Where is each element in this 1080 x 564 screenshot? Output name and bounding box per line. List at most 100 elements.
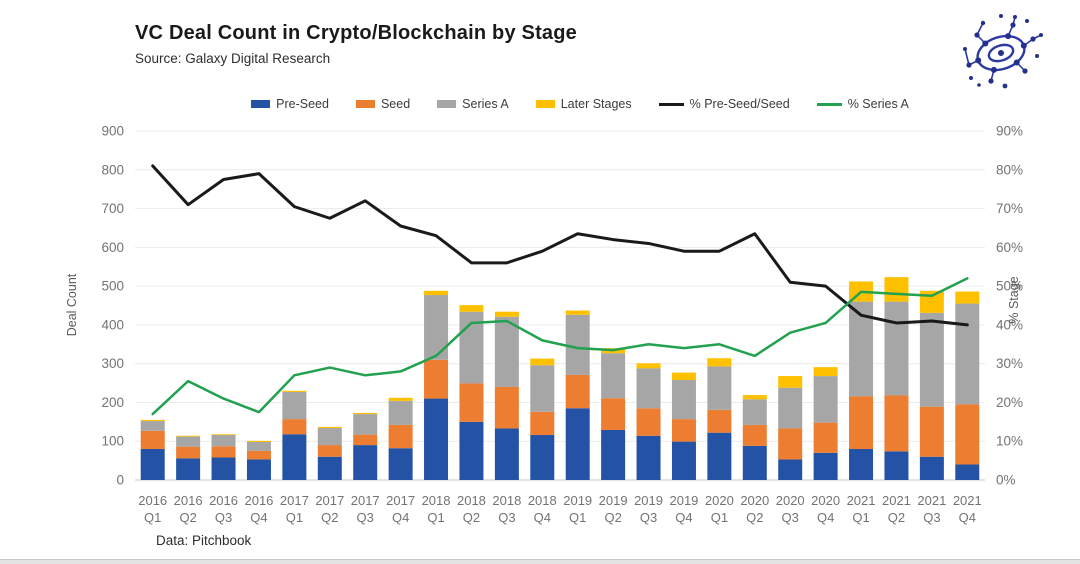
x-axis-label-year: 2019 <box>599 493 628 508</box>
bar-segment-later-stages-2016-Q2 <box>176 435 201 437</box>
x-axis-label-year: 2018 <box>422 493 451 508</box>
x-axis-label-year: 2018 <box>492 493 521 508</box>
bar-segment-pre-seed-2021-Q3 <box>919 456 944 480</box>
bar-segment-series-a-2020-Q2 <box>742 399 767 425</box>
x-axis-label-quarter: Q4 <box>959 510 976 525</box>
bar-segment-seed-2017-Q3 <box>353 434 378 446</box>
x-axis-label-quarter: Q3 <box>923 510 940 525</box>
right-axis-tick-label: 10% <box>996 434 1023 449</box>
x-axis-label-year: 2021 <box>847 493 876 508</box>
x-axis-label-quarter: Q4 <box>675 510 692 525</box>
later-stages-swatch-icon <box>535 100 555 108</box>
bar-segment-series-a-2019-Q3 <box>636 368 661 409</box>
bar-segment-series-a-2017-Q2 <box>317 428 342 446</box>
bar-segment-pre-seed-2016-Q1 <box>140 448 165 480</box>
x-axis-label-year: 2019 <box>634 493 663 508</box>
bar-segment-seed-2021-Q1 <box>849 396 874 449</box>
bar-segment-later-stages-2021-Q4 <box>955 291 980 304</box>
x-axis-label-quarter: Q3 <box>640 510 657 525</box>
bar-segment-series-a-2019-Q2 <box>601 353 626 399</box>
x-axis-label-year: 2021 <box>882 493 911 508</box>
x-axis-label-year: 2020 <box>705 493 734 508</box>
bar-segment-series-a-2020-Q3 <box>778 387 803 429</box>
bar-segment-seed-2018-Q2 <box>459 383 484 422</box>
bar-segment-pre-seed-2019-Q4 <box>671 441 696 480</box>
x-axis-label-quarter: Q4 <box>250 510 267 525</box>
bar-segment-pre-seed-2021-Q4 <box>955 464 980 480</box>
pre-seed-swatch-icon <box>251 100 271 108</box>
bar-segment-later-stages-2020-Q1 <box>707 358 732 367</box>
bar-segment-seed-2018-Q1 <box>424 359 449 399</box>
bar-segment-seed-2018-Q4 <box>530 411 555 436</box>
bar-segment-pre-seed-2018-Q1 <box>424 398 449 480</box>
x-axis-label-quarter: Q2 <box>746 510 763 525</box>
bar-segment-seed-2017-Q2 <box>317 445 342 457</box>
bar-segment-later-stages-2018-Q2 <box>459 305 484 312</box>
left-axis-tick-label: 0 <box>116 473 124 488</box>
left-axis-tick-label: 700 <box>101 201 124 216</box>
bar-segment-later-stages-2020-Q2 <box>742 395 767 400</box>
x-axis-label-year: 2017 <box>315 493 344 508</box>
x-axis-label-quarter: Q3 <box>498 510 515 525</box>
bar-segment-seed-2016-Q4 <box>246 450 271 460</box>
line--pre-seed-seed <box>151 164 969 327</box>
left-axis-tick-label: 300 <box>101 356 124 371</box>
bar-segment-series-a-2016-Q2 <box>176 436 201 447</box>
bar-segment-pre-seed-2017-Q1 <box>282 434 307 480</box>
x-axis-label-quarter: Q2 <box>463 510 480 525</box>
bar-segment-seed-2020-Q2 <box>742 424 767 446</box>
bar-segment-later-stages-2019-Q1 <box>565 310 590 315</box>
x-axis-label-year: 2016 <box>138 493 167 508</box>
bar-segment-seed-2019-Q2 <box>601 398 626 430</box>
chart-legend: Pre-Seed Seed Series A Later Stages % Pr… <box>0 97 1080 111</box>
bar-segment-seed-2019-Q4 <box>671 419 696 442</box>
bar-segment-later-stages-2016-Q1 <box>140 419 165 422</box>
bar-segment-pre-seed-2021-Q1 <box>849 448 874 480</box>
bar-segment-series-a-2019-Q1 <box>565 314 590 375</box>
left-axis-tick-label: 600 <box>101 240 124 255</box>
x-axis-label-quarter: Q4 <box>534 510 551 525</box>
x-axis-label-year: 2020 <box>811 493 840 508</box>
bar-segment-seed-2020-Q3 <box>778 428 803 460</box>
right-axis-tick-label: 0% <box>996 473 1016 488</box>
bar-segment-seed-2021-Q4 <box>955 404 980 465</box>
bar-segment-later-stages-2021-Q2 <box>884 277 909 302</box>
bar-segment-pre-seed-2020-Q2 <box>742 445 767 480</box>
bar-segment-seed-2016-Q3 <box>211 446 236 458</box>
pct-series-a-line-icon <box>816 102 842 106</box>
bar-segment-series-a-2020-Q4 <box>813 376 838 423</box>
left-axis-tick-label: 500 <box>101 279 124 294</box>
bar-segment-later-stages-2016-Q4 <box>246 440 271 442</box>
bar-segment-seed-2020-Q4 <box>813 422 838 453</box>
bar-segment-pre-seed-2020-Q3 <box>778 459 803 480</box>
x-axis-label-quarter: Q1 <box>286 510 303 525</box>
left-axis-tick-label: 400 <box>101 317 124 332</box>
bar-segment-pre-seed-2016-Q4 <box>246 459 271 480</box>
bar-segment-pre-seed-2018-Q3 <box>494 428 519 480</box>
x-axis-label-year: 2017 <box>351 493 380 508</box>
x-axis-label-quarter: Q1 <box>144 510 161 525</box>
bar-segment-pre-seed-2017-Q4 <box>388 448 413 480</box>
bar-segment-pre-seed-2018-Q4 <box>530 435 555 480</box>
bar-segment-pre-seed-2019-Q1 <box>565 408 590 480</box>
legend-item-pct-preseed-seed: % Pre-Seed/Seed <box>658 97 790 111</box>
network-globe-logo-icon <box>963 14 1043 89</box>
right-axis-tick-label: 50% <box>996 279 1023 294</box>
bar-segment-later-stages-2018-Q3 <box>494 311 519 317</box>
bar-segment-series-a-2016-Q3 <box>211 435 236 447</box>
bar-segment-later-stages-2017-Q4 <box>388 397 413 401</box>
bar-segment-pre-seed-2017-Q3 <box>353 445 378 480</box>
left-axis-tick-label: 200 <box>101 395 124 410</box>
x-axis-label-year: 2019 <box>563 493 592 508</box>
legend-label: Pre-Seed <box>276 97 329 111</box>
x-axis-label-quarter: Q3 <box>215 510 232 525</box>
x-axis-label-year: 2021 <box>917 493 946 508</box>
x-axis-label-quarter: Q3 <box>782 510 799 525</box>
bar-segment-pre-seed-2020-Q4 <box>813 452 838 480</box>
x-axis-label-quarter: Q1 <box>852 510 869 525</box>
x-axis-label-year: 2016 <box>244 493 273 508</box>
x-axis-label-quarter: Q1 <box>427 510 444 525</box>
bar-segment-seed-2021-Q2 <box>884 395 909 452</box>
bar-segment-pre-seed-2016-Q3 <box>211 457 236 480</box>
